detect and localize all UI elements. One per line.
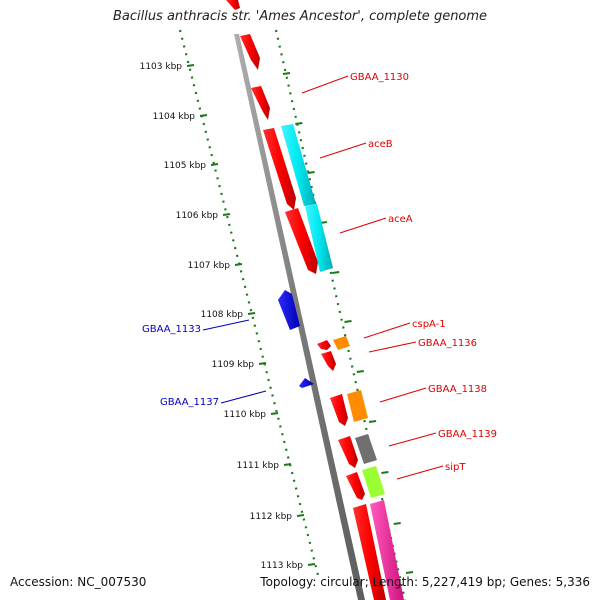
gene-label: GBAA_1130 (350, 72, 409, 83)
gene-label: aceB (368, 139, 393, 150)
accession-value: NC_007530 (77, 575, 147, 589)
scale-tick-right (381, 471, 389, 474)
scale-tick-label: 1111 kbp (237, 461, 280, 471)
gene-label: sipT (445, 462, 466, 473)
scale-tick (307, 563, 316, 566)
gene-cyan-acea (305, 204, 333, 272)
gene-red-aceb (263, 128, 296, 210)
scale-tick (186, 64, 195, 67)
scale-tick-right (393, 522, 401, 525)
callouts-left (202, 319, 267, 404)
gene-blue-gbaa1137 (299, 378, 314, 388)
map-title: Bacillus anthracis str. 'Ames Ancestor',… (112, 9, 488, 24)
callouts-right (301, 75, 444, 480)
scale-tick-label: 1110 kbp (224, 410, 267, 420)
gene-lime (362, 466, 385, 498)
gene-label: GBAA_1133 (142, 324, 201, 335)
topology-label: Topology: (260, 575, 317, 589)
gene-label: GBAA_1137 (160, 397, 219, 408)
gene-pink (370, 500, 404, 600)
gene-red-gbaa1130-b (251, 86, 270, 120)
topology-value: circular (320, 575, 365, 589)
scale-tick (234, 263, 243, 266)
gene-label: GBAA_1136 (418, 338, 477, 349)
scale-tick (247, 312, 256, 315)
scale-tick (270, 412, 279, 415)
gene-red-small-2 (321, 351, 336, 371)
length-label: Length: (372, 575, 419, 589)
gene-red-siplt (346, 472, 365, 500)
scale-tick (296, 514, 305, 517)
scale-tick-right (405, 571, 414, 574)
gene-cyan-aceb (281, 124, 316, 206)
scale-tick-right (307, 171, 315, 174)
genes-label: Genes: (509, 575, 552, 589)
scale-ticks: 1103 kbp 1104 kbp 1105 kbp 1106 kbp 1107 kbp… (140, 62, 316, 571)
scale-tick-label: 1105 kbp (164, 161, 207, 171)
scale-tick-label: 1108 kbp (201, 310, 244, 320)
gene-labels-left: GBAA_1133 GBAA_1137 (142, 324, 219, 408)
scale-tick-label: 1109 kbp (212, 360, 255, 370)
scale-tick-label: 1103 kbp (140, 62, 183, 72)
scale-tick-right (332, 271, 340, 274)
gene-label: aceA (388, 214, 413, 225)
genes-value: 5,336 (555, 575, 590, 589)
genome-summary: Topology: circular; Length: 5,227,419 bp… (260, 575, 590, 589)
gene-red-top (226, 0, 240, 10)
scale-track-right (274, 29, 407, 600)
gene-red-small-1 (317, 340, 331, 350)
gene-label: GBAA_1138 (428, 384, 487, 395)
scale-tick-label: 1112 kbp (250, 512, 293, 522)
scale-tick-right (356, 370, 364, 373)
gene-label: GBAA_1139 (438, 429, 497, 440)
gene-red-gbaa1138 (330, 394, 348, 426)
scale-tick-right (368, 420, 377, 423)
gene-blue-gbaa1133 (278, 290, 300, 330)
scale-tick (283, 463, 292, 466)
scale-tick (222, 213, 231, 216)
gene-red-gbaa1139 (338, 436, 358, 468)
scale-tick-right (344, 320, 352, 323)
gene-label: cspA-1 (412, 319, 446, 330)
accession-label: Accession: (10, 575, 74, 589)
scale-tick-right (295, 122, 303, 125)
scale-tick (210, 163, 219, 166)
gene-orange-1 (333, 336, 350, 350)
gene-gray (355, 434, 377, 464)
scale-tick (199, 114, 208, 117)
scale-tick-label: 1106 kbp (176, 211, 219, 221)
scale-tick-right (282, 72, 291, 75)
gene-labels-right: GBAA_1130 aceB aceA cspA-1 GBAA_1136 GBAA_113… (350, 72, 497, 473)
scale-track-left (178, 29, 320, 576)
length-value: 5,227,419 bp (421, 575, 502, 589)
gene-orange-2 (347, 390, 368, 422)
gene-red-acea (285, 208, 318, 274)
scale-tick-label: 1113 kbp (261, 561, 304, 571)
genome-backbone (234, 34, 365, 600)
scale-tick (258, 362, 267, 365)
accession-text: Accession: NC_007530 (10, 575, 146, 589)
gene-red-bottom (353, 504, 386, 600)
gene-red-gbaa1130-a (240, 34, 260, 70)
scale-tick-label: 1107 kbp (188, 261, 231, 271)
scale-tick-label: 1104 kbp (153, 112, 196, 122)
